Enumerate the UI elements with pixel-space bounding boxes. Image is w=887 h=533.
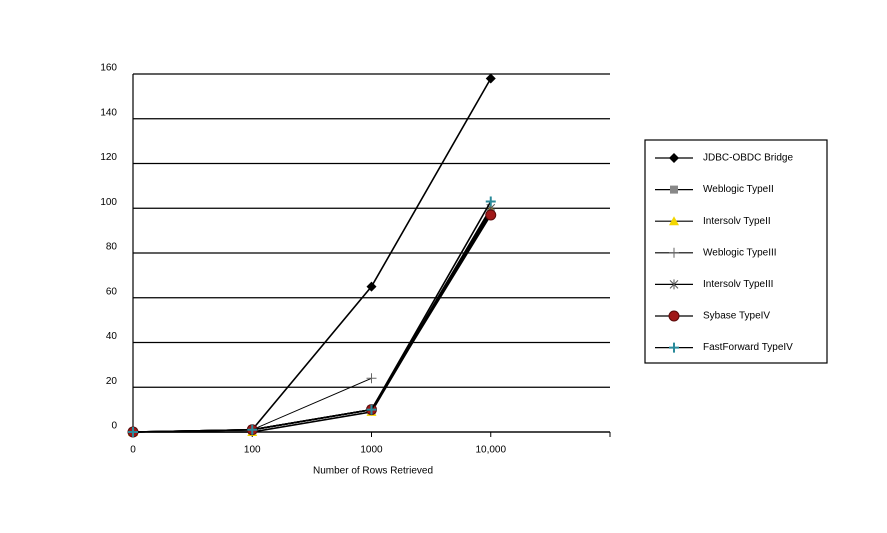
data-point bbox=[485, 196, 496, 207]
series-line bbox=[133, 210, 492, 433]
legend-label: JDBC-OBDC Bridge bbox=[703, 153, 793, 164]
legend-label: Intersolv TypeII bbox=[703, 216, 771, 227]
x-tick-label: 100 bbox=[244, 445, 261, 456]
y-tick-label: 80 bbox=[106, 242, 118, 253]
legend-box bbox=[644, 139, 828, 364]
y-tick-label: 20 bbox=[106, 376, 118, 387]
legend-marker bbox=[669, 279, 679, 290]
series-line bbox=[132, 207, 492, 433]
data-point bbox=[485, 209, 497, 221]
legend-marker bbox=[669, 342, 679, 353]
series-line bbox=[132, 377, 372, 433]
data-point bbox=[485, 73, 496, 84]
x-axis-label: Number of Rows Retrieved bbox=[313, 466, 433, 477]
data-point bbox=[366, 404, 377, 415]
legend-label: FastForward TypeIV bbox=[703, 342, 793, 353]
legend-marker bbox=[669, 247, 679, 258]
legend-label: Sybase TypeIV bbox=[703, 311, 770, 322]
series-line bbox=[132, 78, 492, 433]
data-point bbox=[366, 281, 377, 292]
y-tick-label: 100 bbox=[100, 197, 117, 208]
legend-marker bbox=[670, 185, 678, 194]
y-tick-label: 140 bbox=[100, 107, 117, 118]
legend-marker bbox=[669, 216, 679, 226]
legend-label: Weblogic TypeIII bbox=[703, 247, 777, 258]
series-line bbox=[132, 201, 492, 433]
x-tick-label: 1000 bbox=[360, 445, 383, 456]
legend-marker bbox=[668, 310, 680, 322]
data-point bbox=[366, 373, 377, 384]
x-tick-label: 0 bbox=[130, 445, 136, 456]
legend-label: Intersolv TypeIII bbox=[703, 279, 773, 290]
x-tick-label: 10,000 bbox=[475, 445, 506, 456]
legend-label: Weblogic TypeII bbox=[703, 184, 774, 195]
series-line bbox=[132, 214, 492, 433]
y-tick-label: 60 bbox=[106, 286, 118, 297]
y-tick-label: 160 bbox=[100, 63, 117, 74]
data-point bbox=[128, 427, 138, 437]
y-tick-label: 120 bbox=[100, 152, 117, 163]
data-point bbox=[247, 424, 258, 435]
series-line bbox=[132, 212, 492, 433]
y-tick-label: 40 bbox=[106, 331, 118, 342]
legend-marker bbox=[669, 153, 679, 163]
y-tick-label: 0 bbox=[111, 421, 117, 432]
